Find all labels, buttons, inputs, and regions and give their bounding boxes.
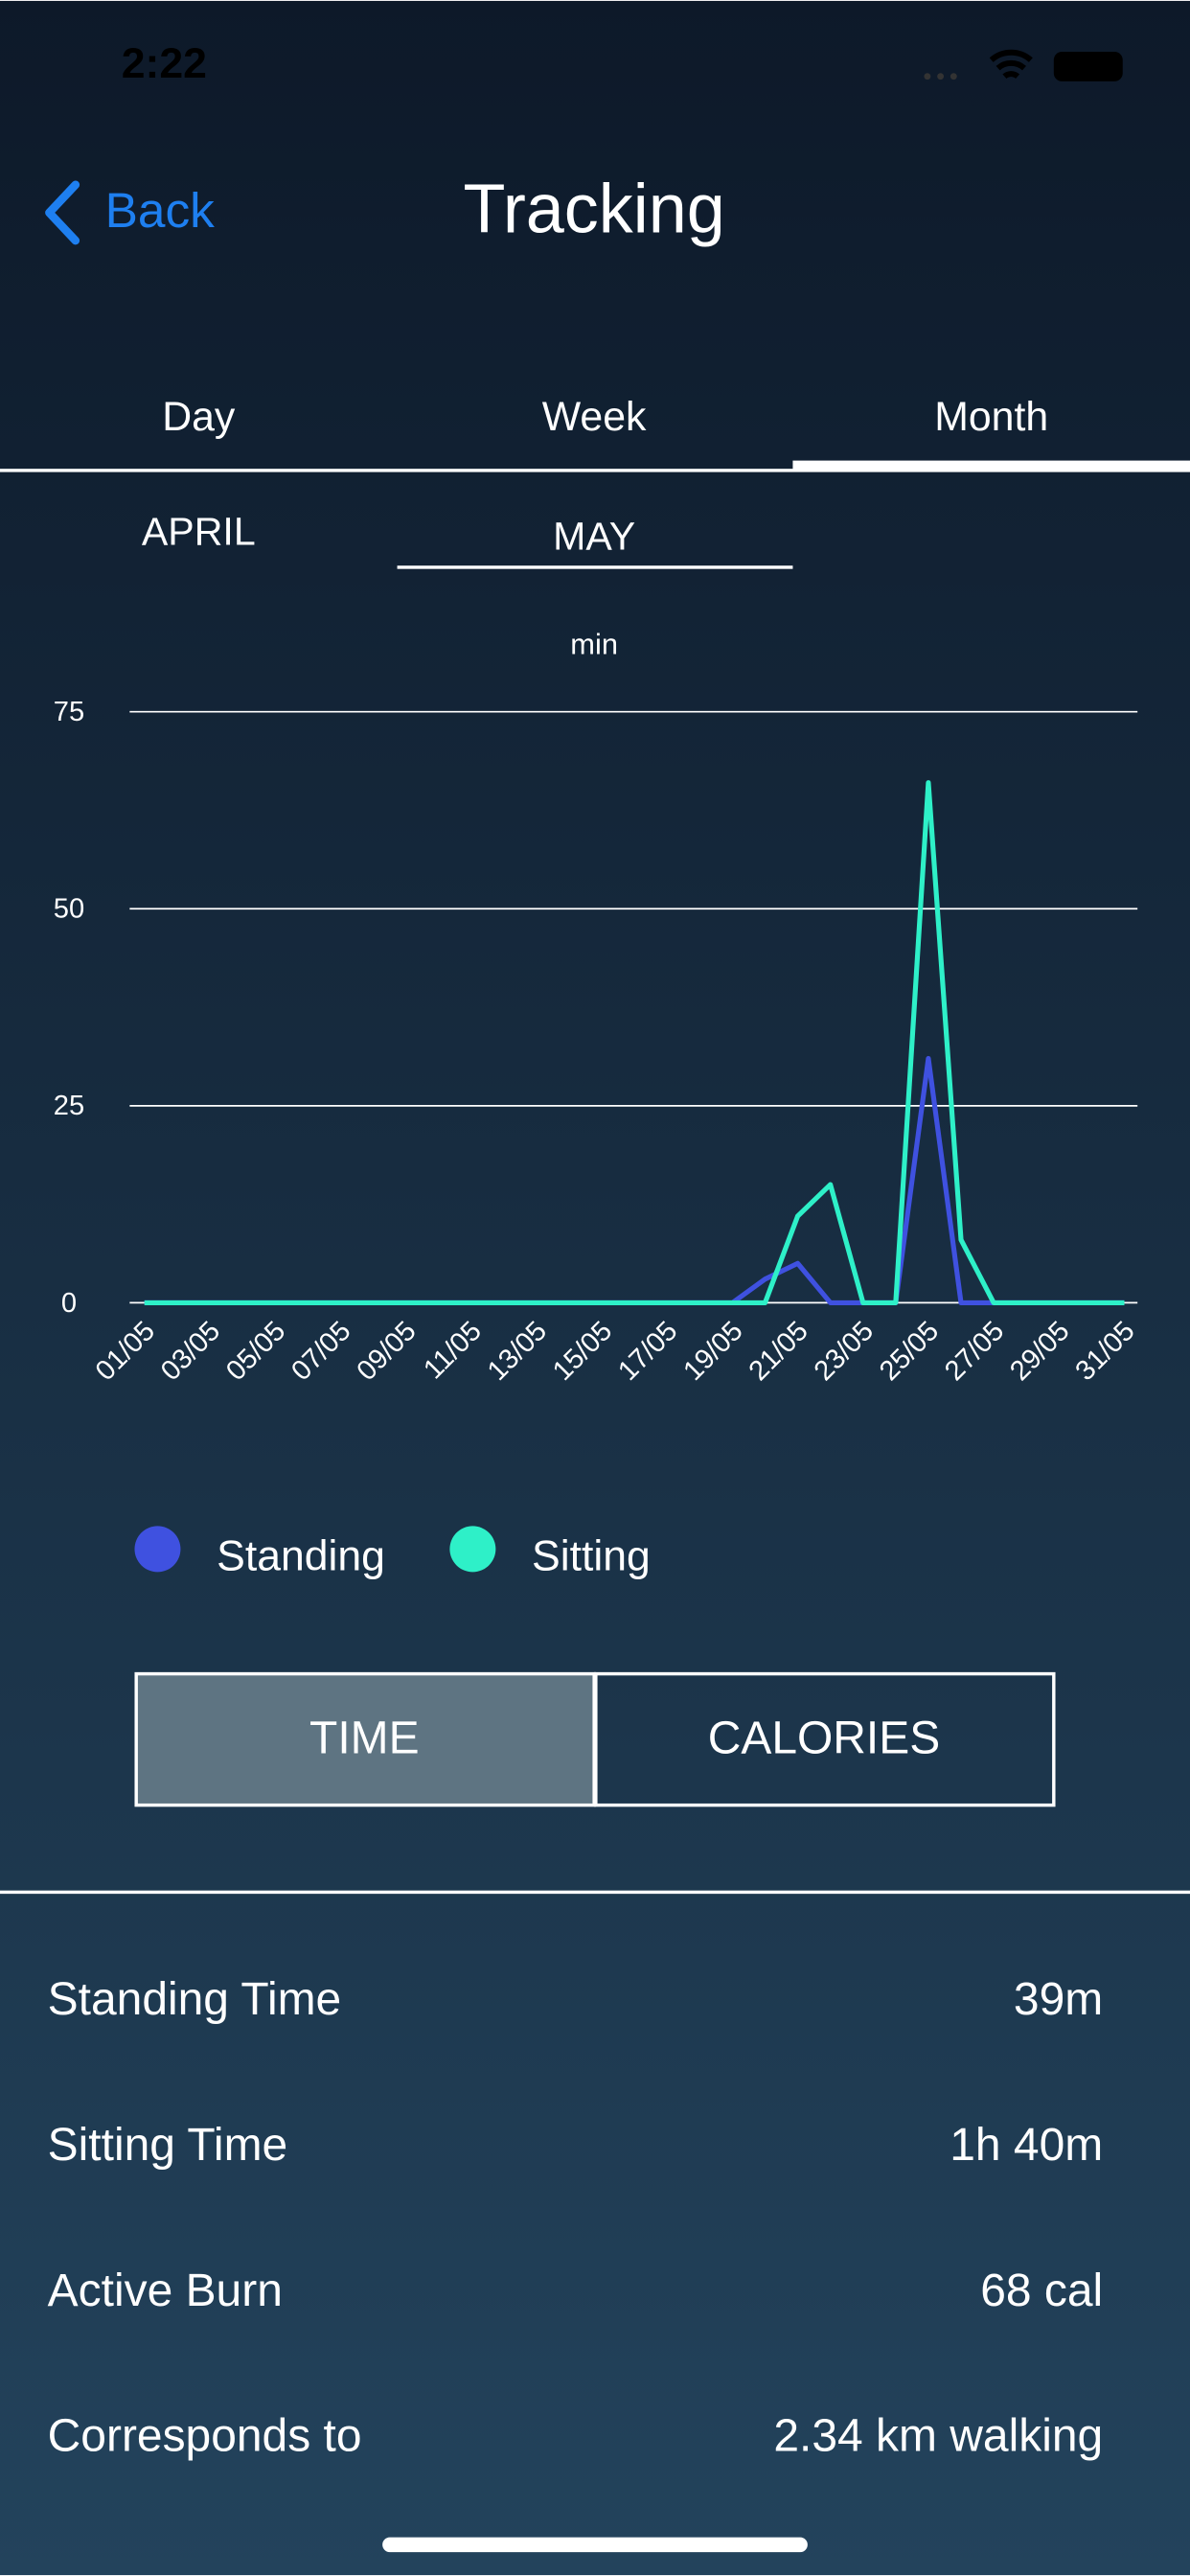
home-indicator: [382, 2537, 808, 2553]
stat-label: Sitting Time: [48, 2120, 288, 2171]
stat-value: 1h 40m: [950, 2120, 1103, 2171]
legend-swatch: [449, 1526, 496, 1573]
status-icons: [924, 49, 1123, 81]
y-tick-label: 75: [54, 697, 84, 727]
stats: Standing Time 39m Sitting Time 1h 40m Active…: [48, 1974, 1104, 2462]
y-tick-label: 25: [54, 1091, 84, 1121]
month-indicator: [397, 565, 793, 569]
toggle-label[interactable]: CALORIES: [708, 1713, 941, 1763]
back-button[interactable]: Back: [105, 182, 216, 238]
data-line: [144, 780, 1125, 1305]
nav-title: Tracking: [464, 172, 725, 248]
legend-label: Sitting: [532, 1532, 651, 1579]
stat-value: 68 cal: [980, 2266, 1103, 2316]
back-chevron[interactable]: [45, 180, 80, 245]
toggle-button[interactable]: [134, 1671, 596, 1807]
status-time: 2:22: [122, 40, 207, 87]
month-tab[interactable]: APRIL: [142, 510, 256, 554]
tab-divider: [0, 469, 1190, 472]
y-tick-label: 0: [61, 1288, 77, 1319]
month-tab[interactable]: MAY: [553, 515, 635, 559]
tab[interactable]: Month: [934, 394, 1048, 440]
tab-indicator: [792, 460, 1190, 471]
stat-value: 39m: [1014, 1974, 1103, 2025]
stat-label: Corresponds to: [48, 2411, 362, 2462]
tab[interactable]: Day: [162, 394, 236, 440]
y-axis-label: min: [570, 627, 618, 660]
legend-swatch: [134, 1526, 181, 1573]
toggle-button[interactable]: [594, 1671, 1056, 1807]
stat-label: Standing Time: [48, 1974, 342, 2025]
tab[interactable]: Week: [542, 394, 647, 440]
toggle-label[interactable]: TIME: [309, 1713, 420, 1763]
stat-label: Active Burn: [48, 2266, 283, 2316]
stat-value: 2.34 km walking: [773, 2411, 1103, 2462]
legend-label: Standing: [217, 1532, 385, 1579]
y-tick-label: 50: [54, 894, 84, 925]
divider: [0, 1890, 1190, 1895]
